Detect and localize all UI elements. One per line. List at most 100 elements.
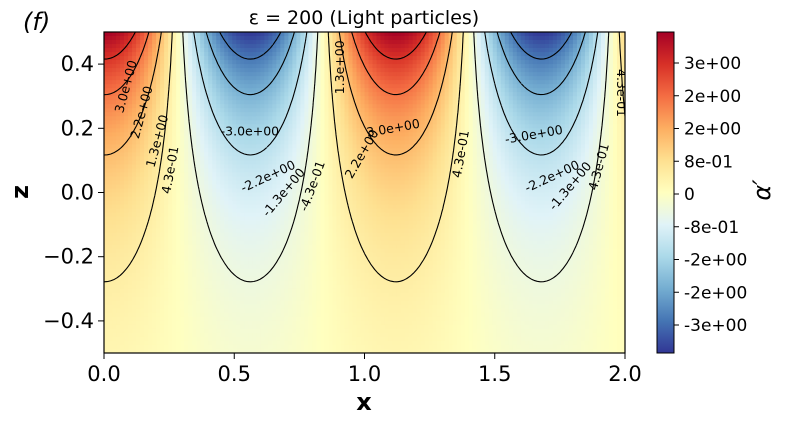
heatmap-cell [480, 164, 486, 170]
heatmap-cell [312, 176, 318, 182]
heatmap-cell [156, 44, 161, 49]
heatmap-cell [400, 120, 406, 125]
heatmap-cell [408, 88, 414, 93]
heatmap-cell [124, 168, 129, 174]
heatmap-cell [468, 160, 474, 166]
heatmap-cell [412, 152, 418, 157]
heatmap-cell [540, 48, 546, 53]
heatmap-cell [228, 164, 233, 170]
heatmap-cell [152, 100, 157, 105]
heatmap-cell [220, 76, 225, 81]
heatmap-cell [144, 96, 149, 101]
heatmap-cell [536, 180, 542, 186]
heatmap-cell [292, 84, 297, 89]
heatmap-cell [400, 44, 406, 49]
heatmap-cell [612, 92, 618, 97]
heatmap-cell [608, 144, 614, 149]
heatmap-cell [340, 100, 346, 105]
heatmap-cell [544, 124, 550, 129]
heatmap-cell [284, 156, 289, 161]
heatmap-cell [104, 56, 109, 61]
heatmap-cell [128, 76, 133, 81]
heatmap-cell [212, 44, 217, 49]
heatmap-cell [304, 128, 309, 133]
heatmap-cell [568, 136, 574, 141]
heatmap-cell [408, 168, 414, 174]
heatmap-cell [132, 104, 137, 109]
heatmap-cell [168, 132, 173, 137]
heatmap-cell [372, 36, 378, 41]
heatmap-cell [164, 68, 169, 73]
heatmap-cell [412, 32, 418, 37]
heatmap-cell [192, 88, 197, 93]
heatmap-cell [140, 184, 145, 190]
heatmap-cell [452, 164, 458, 170]
heatmap-cell [268, 124, 273, 129]
heatmap-cell [120, 152, 125, 157]
heatmap-cell [248, 148, 253, 153]
heatmap-cell [304, 116, 309, 121]
heatmap-cell [448, 108, 454, 113]
heatmap-cell [512, 96, 518, 101]
heatmap-cell [444, 140, 450, 145]
heatmap-cell [340, 112, 346, 117]
heatmap-cell [152, 152, 157, 157]
heatmap-cell [260, 176, 265, 182]
heatmap-cell [520, 52, 526, 57]
heatmap-cell [596, 84, 602, 89]
heatmap-cell [564, 120, 570, 125]
heatmap-cell [428, 164, 434, 170]
heatmap-cell [112, 132, 117, 137]
heatmap-cell [312, 108, 318, 113]
heatmap-cell [184, 180, 189, 186]
heatmap-cell [480, 132, 486, 137]
heatmap-cell [404, 96, 410, 101]
heatmap-cell [360, 36, 366, 41]
heatmap-cell [200, 132, 205, 137]
heatmap-cell [484, 116, 490, 121]
heatmap-cell [200, 124, 205, 129]
heatmap-cell [536, 128, 542, 133]
heatmap-cell [536, 36, 542, 41]
heatmap-cell [512, 112, 518, 117]
heatmap-cell [260, 48, 265, 53]
heatmap-cell [476, 168, 482, 174]
heatmap-cell [376, 180, 382, 186]
heatmap-cell [400, 116, 406, 121]
heatmap-cell [156, 164, 161, 170]
heatmap-cell [612, 104, 618, 109]
heatmap-cell [396, 40, 402, 45]
heatmap-cell [440, 52, 446, 57]
heatmap-cell [316, 116, 322, 121]
heatmap-cell [244, 100, 249, 105]
heatmap-cell [112, 84, 117, 89]
heatmap-cell [124, 184, 129, 190]
heatmap-cell [120, 168, 125, 174]
heatmap-cell [548, 84, 554, 89]
heatmap-cell [400, 180, 406, 186]
heatmap-cell [600, 52, 606, 57]
heatmap-cell [360, 168, 366, 174]
heatmap-cell [356, 180, 362, 186]
heatmap-cell [516, 112, 522, 117]
heatmap-cell [168, 128, 173, 133]
heatmap-cell [548, 52, 554, 57]
heatmap-cell [616, 128, 622, 133]
heatmap-cell [580, 156, 586, 161]
heatmap-cell [104, 180, 109, 186]
heatmap-cell [516, 144, 522, 149]
heatmap-cell [160, 136, 165, 141]
heatmap-cell [240, 68, 245, 73]
heatmap-cell [456, 180, 462, 186]
heatmap-cell [356, 32, 362, 37]
heatmap-cell [544, 148, 550, 153]
heatmap-cell [180, 52, 185, 57]
heatmap-cell [560, 40, 566, 45]
heatmap-cell [560, 168, 566, 174]
heatmap-cell [112, 164, 117, 170]
heatmap-cell [240, 44, 245, 49]
heatmap-cell [308, 84, 313, 89]
heatmap-cell [476, 120, 482, 125]
heatmap-cell [476, 64, 482, 69]
heatmap-cell [428, 160, 434, 166]
